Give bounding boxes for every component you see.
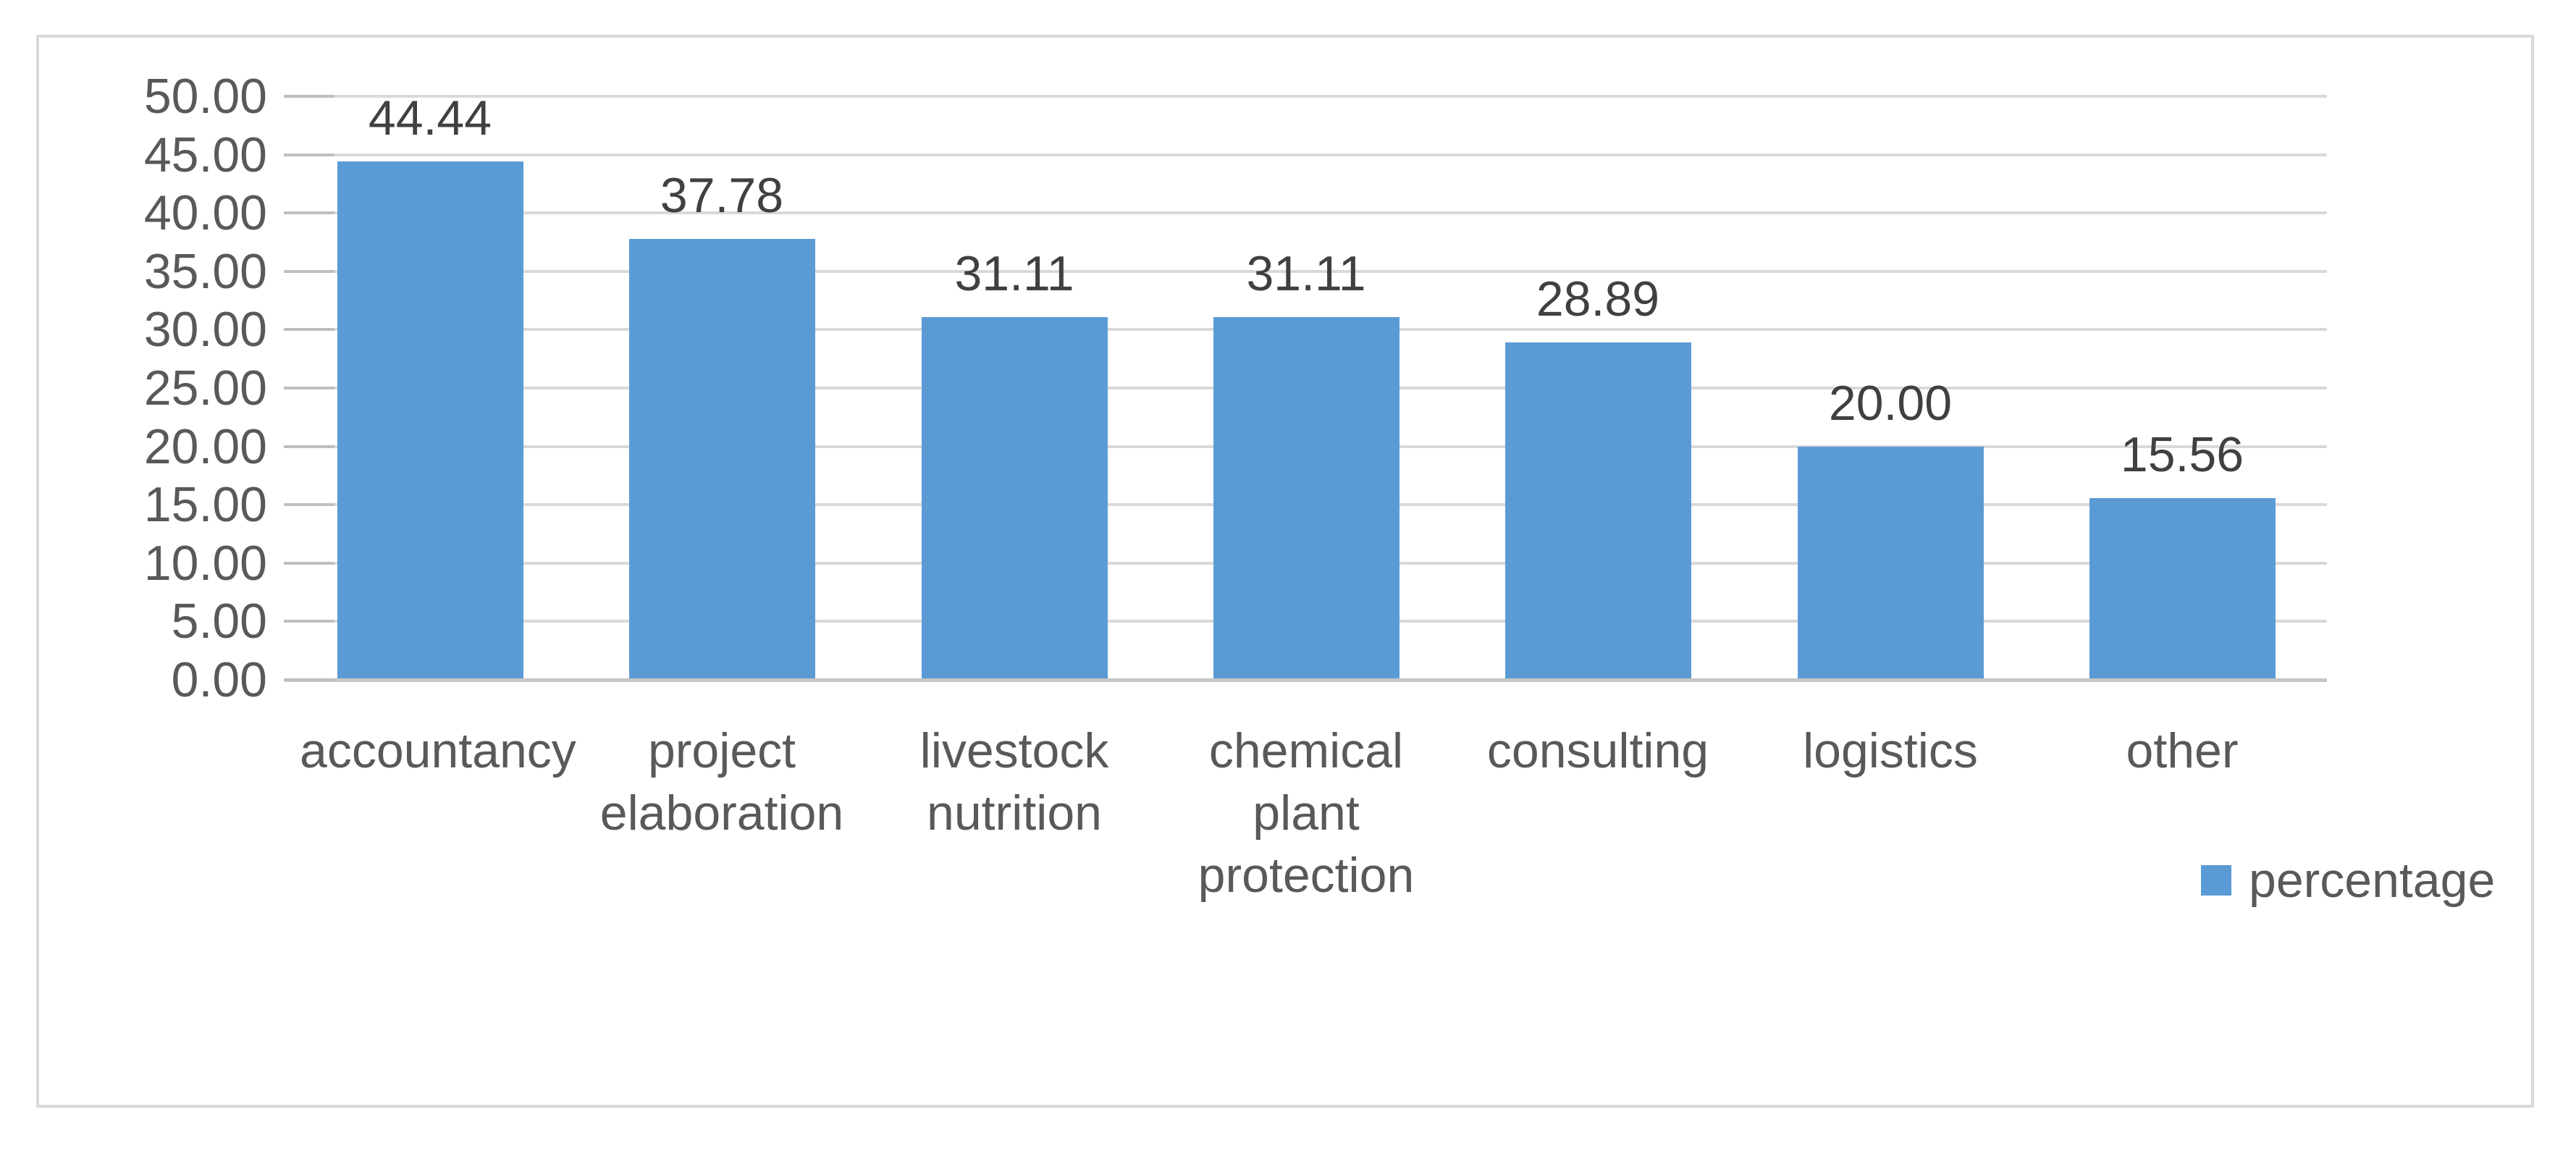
y-axis-label: 35.00 xyxy=(143,243,267,299)
bar-logistics xyxy=(1797,446,1984,678)
category-label: accountancy xyxy=(300,723,576,778)
data-label: 37.78 xyxy=(660,167,784,223)
y-axis-label: 25.00 xyxy=(143,361,267,416)
bar-livestock-nutrition xyxy=(921,316,1108,678)
y-axis-label: 10.00 xyxy=(143,535,267,591)
bar-chemical-plant-protection xyxy=(1213,316,1399,678)
bar-consulting xyxy=(1504,342,1691,678)
y-axis-tick xyxy=(284,503,334,507)
y-axis-tick xyxy=(284,620,334,623)
y-axis-tick xyxy=(284,269,334,273)
y-axis-tick xyxy=(284,153,334,156)
chart-frame: percentage 50.00 45.00 40.00 35.00 30.00 25.0… xyxy=(36,35,2534,1108)
y-axis-tick xyxy=(284,211,334,215)
y-axis-tick xyxy=(284,95,334,98)
gridline xyxy=(285,153,2327,156)
data-label: 31.11 xyxy=(954,245,1074,301)
category-label: consulting xyxy=(1486,723,1709,778)
gridline xyxy=(285,211,2327,215)
y-axis-tick xyxy=(284,678,334,681)
x-axis-line xyxy=(285,678,2327,682)
y-axis-label: 50.00 xyxy=(143,69,267,124)
legend-swatch-icon xyxy=(2201,865,2231,896)
legend: percentage xyxy=(2201,848,2495,912)
bar-accountancy xyxy=(337,161,523,678)
y-axis-label: 15.00 xyxy=(143,477,267,533)
bar-other xyxy=(2089,498,2276,678)
legend-label: percentage xyxy=(2249,853,2496,908)
data-label: 20.00 xyxy=(1828,375,1953,431)
gridline xyxy=(285,95,2327,98)
y-axis-tick xyxy=(284,328,334,332)
category-label: livestock nutrition xyxy=(919,723,1109,841)
data-label: 31.11 xyxy=(1246,245,1366,301)
y-axis-tick xyxy=(284,445,334,448)
data-label: 15.56 xyxy=(2120,427,2244,483)
category-label: other xyxy=(2126,723,2239,778)
gridline xyxy=(285,269,2327,273)
y-axis-tick xyxy=(284,387,334,389)
bar-project-elaboration xyxy=(628,238,815,678)
category-label: chemical plant protection xyxy=(1197,723,1415,903)
category-label: logistics xyxy=(1803,723,1978,778)
y-axis-label: 20.00 xyxy=(143,418,267,474)
y-axis-label: 5.00 xyxy=(171,594,267,649)
category-label: project elaboration xyxy=(599,723,844,841)
data-label: 28.89 xyxy=(1536,271,1660,327)
y-axis-tick xyxy=(284,561,334,565)
data-label: 44.44 xyxy=(368,90,492,146)
y-axis-label: 40.00 xyxy=(143,185,267,241)
y-axis-label: 0.00 xyxy=(171,652,267,707)
y-axis-label: 30.00 xyxy=(143,302,267,358)
y-axis-label: 45.00 xyxy=(143,127,267,182)
